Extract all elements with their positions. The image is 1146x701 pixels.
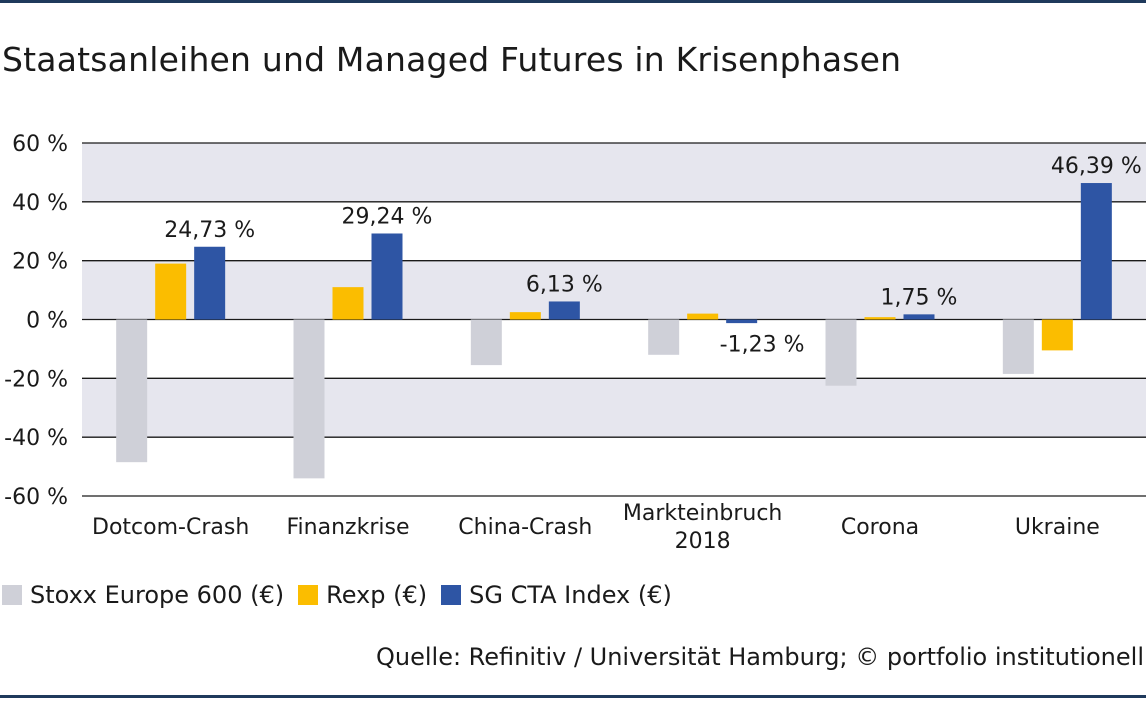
bar [903,314,935,320]
data-label: 29,24 % [342,204,433,229]
bar [864,317,896,320]
y-tick-label: 20 % [12,250,68,275]
category-label: 2018 [675,529,731,554]
category-label: China-Crash [458,515,592,540]
y-tick-label: -60 % [4,485,68,510]
y-tick-label: -40 % [4,426,68,451]
legend-label-stoxx: Stoxx Europe 600 (€) [30,581,285,609]
category-label: Ukraine [1015,515,1100,540]
legend-label-rexp: Rexp (€) [326,581,428,609]
bar [371,233,403,320]
grid-band [82,143,1146,202]
bar [116,319,148,463]
legend-swatch-sgcta [441,585,462,605]
bar [332,287,364,320]
legend-item-rexp: Rexp (€) [298,581,427,609]
bar [470,319,502,366]
bar [194,246,226,320]
data-label: 46,39 % [1051,154,1142,179]
bar [825,319,857,386]
legend-label-sgcta: SG CTA Index (€) [469,581,672,609]
category-label: Markteinbruch [623,501,782,526]
chart-title: Staatsanleihen und Managed Futures in Kr… [2,40,902,79]
y-tick-label: -20 % [4,367,68,392]
y-tick-label: 60 % [12,132,68,157]
legend-swatch-rexp [298,585,319,605]
chart-legend: Stoxx Europe 600 (€) Rexp (€) SG CTA Ind… [2,581,686,609]
grid-band [82,260,1146,320]
bar [509,312,541,320]
bar [1041,319,1073,351]
data-label: 1,75 % [881,285,958,310]
legend-item-stoxx: Stoxx Europe 600 (€) [2,581,284,609]
bar [293,319,325,479]
category-label: Corona [841,515,919,540]
y-tick-label: 0 % [26,309,68,334]
bar [648,319,680,355]
bar [548,301,580,320]
grid-band [82,378,1146,438]
category-label: Dotcom-Crash [92,515,249,540]
bar [1002,319,1034,374]
data-label: 24,73 % [164,218,255,243]
bottom-rule [0,695,1146,698]
y-tick-label: 40 % [12,191,68,216]
bar [726,319,758,324]
bar [687,313,719,320]
bar [155,263,187,320]
legend-item-sgcta: SG CTA Index (€) [441,581,672,609]
data-label: 6,13 % [526,272,603,297]
source-note: Quelle: Refinitiv / Universität Hamburg;… [375,643,1144,671]
category-label: Finanzkrise [287,515,410,540]
data-label: -1,23 % [720,333,805,358]
legend-swatch-stoxx [2,585,22,605]
bar [1080,183,1112,320]
top-rule [0,0,1146,3]
